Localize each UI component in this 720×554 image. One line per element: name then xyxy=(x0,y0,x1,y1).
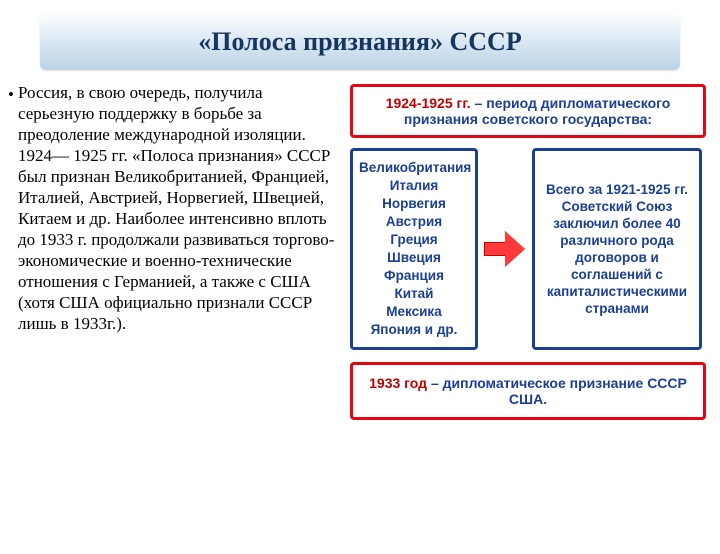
country-item: Швеция xyxy=(359,249,469,267)
page-title: «Полоса признания» СССР xyxy=(198,27,521,57)
country-item: Великобритания xyxy=(359,159,469,177)
description-paragraph: Россия, в свою очередь, получила серьезн… xyxy=(8,82,338,334)
arrow-right-icon xyxy=(484,231,526,267)
period-1933-rest: – дипломатическое признание СССР США. xyxy=(427,375,687,407)
period-highlight: 1924-1925 гг. xyxy=(386,95,471,111)
country-item: Япония и др. xyxy=(359,321,469,339)
title-banner: «Полоса признания» СССР xyxy=(40,14,680,70)
description-column: • Россия, в свою очередь, получила серье… xyxy=(8,82,338,420)
summary-box: Всего за 1921-1925 гг. Советский Союз за… xyxy=(532,148,702,350)
period-1933-highlight: 1933 год xyxy=(369,375,427,391)
country-item: Франция xyxy=(359,267,469,285)
period-box-text: 1924-1925 гг. – период дипломатического … xyxy=(361,95,695,127)
period-box-1933: 1933 год – дипломатическое признание ССС… xyxy=(350,362,706,420)
country-item: Греция xyxy=(359,231,469,249)
country-item: Мексика xyxy=(359,303,469,321)
content-row: • Россия, в свою очередь, получила серье… xyxy=(0,78,720,420)
countries-box: ВеликобританияИталияНорвегияАвстрияГреци… xyxy=(350,148,478,350)
country-item: Норвегия xyxy=(359,195,469,213)
country-item: Австрия xyxy=(359,213,469,231)
diagram-column: 1924-1925 гг. – период дипломатического … xyxy=(348,82,708,420)
country-item: Китай xyxy=(359,285,469,303)
period-1933-text: 1933 год – дипломатическое признание ССС… xyxy=(361,375,695,407)
period-box-1924-1925: 1924-1925 гг. – период дипломатического … xyxy=(350,84,706,138)
country-item: Италия xyxy=(359,177,469,195)
arrow-holder xyxy=(484,148,526,350)
bullet-icon: • xyxy=(8,84,14,105)
diagram-middle-row: ВеликобританияИталияНорвегияАвстрияГреци… xyxy=(350,148,706,350)
